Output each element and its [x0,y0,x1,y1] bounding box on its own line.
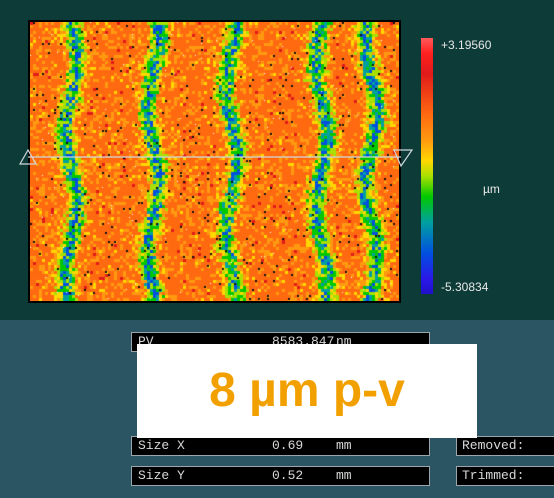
scale-unit-label: µm [483,182,500,196]
caption-overlay: 8 µm p-v [137,344,477,438]
surface-height-map[interactable] [28,20,401,303]
trimmed-label: Trimmed: [462,468,525,483]
surface-height-image [30,22,399,301]
removed-label: Removed: [462,438,525,453]
size-x-value: 0.69 [272,438,304,453]
removed-status-field: Removed: [456,436,554,456]
size-x-label: Size X [138,438,185,453]
size-x-unit: mm [336,438,352,453]
size-y-label: Size Y [138,468,185,483]
size-x-field: Size X 0.69 mm [131,436,430,456]
scale-min-label: -5.30834 [441,280,489,294]
size-y-value: 0.52 [272,468,304,483]
color-scale-bar [421,38,433,294]
size-y-field: Size Y 0.52 mm [131,466,430,486]
surface-view-panel: +3.19560 µm -5.30834 [0,0,554,320]
size-y-unit: mm [336,468,352,483]
scale-max-label: +3.19560 [441,38,492,52]
trimmed-status-field: Trimmed: [456,466,554,486]
caption-text: 8 µm p-v [209,364,405,417]
